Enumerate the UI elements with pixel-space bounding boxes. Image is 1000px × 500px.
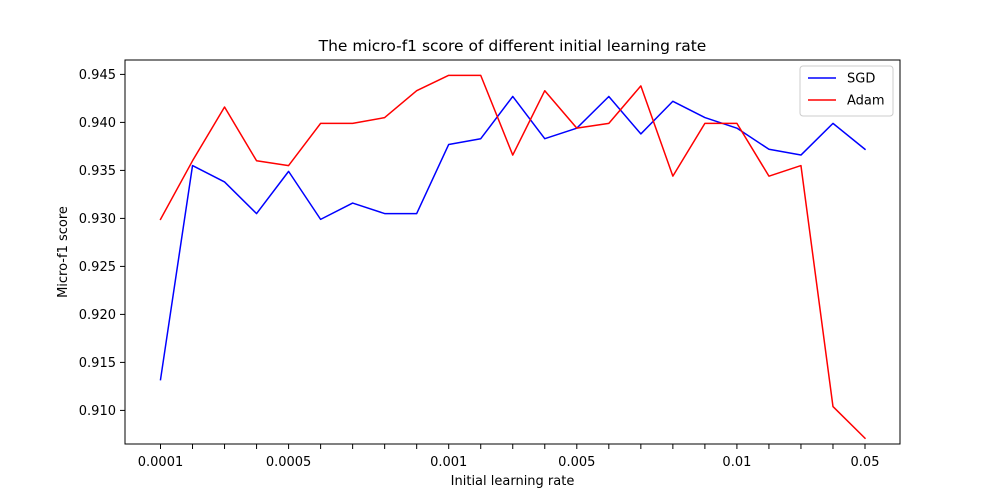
y-tick-label: 0.930 (79, 212, 116, 227)
y-tick-label: 0.925 (79, 260, 116, 275)
y-tick-label: 0.920 (79, 308, 116, 323)
series-line-sgd (159, 95, 867, 381)
x-tick-label: 0.005 (558, 455, 595, 470)
x-axis: 0.0001 0.0005 0.001 0.005 0.01 0.05 (138, 444, 880, 470)
x-tick-label: 0.01 (722, 455, 751, 470)
x-tick-label: 0.05 (851, 455, 880, 470)
y-axis: 0.910 0.915 0.920 0.925 0.930 0.935 0.940 0.945 (79, 68, 125, 419)
y-axis-label: Micro-f1 score (56, 206, 71, 298)
y-tick-label: 0.935 (79, 164, 116, 179)
legend-label-adam: Adam (847, 94, 885, 109)
series-line-adam (159, 74, 867, 440)
y-tick-label: 0.915 (79, 356, 116, 371)
x-tick-label: 0.0001 (138, 455, 184, 470)
y-tick-label: 0.910 (79, 404, 116, 419)
x-tick-label: 0.001 (430, 455, 467, 470)
legend-label-sgd: SGD (847, 72, 875, 87)
plot-lines (159, 74, 867, 440)
legend-items: SGD Adam (808, 72, 885, 109)
x-tick-label: 0.0005 (266, 455, 312, 470)
chart-title: The micro-f1 score of different initial … (318, 37, 707, 55)
y-tick-label: 0.945 (79, 68, 116, 83)
legend: SGD Adam (799, 65, 894, 117)
y-tick-label: 0.940 (79, 116, 116, 131)
x-axis-label: Initial learning rate (451, 474, 575, 489)
